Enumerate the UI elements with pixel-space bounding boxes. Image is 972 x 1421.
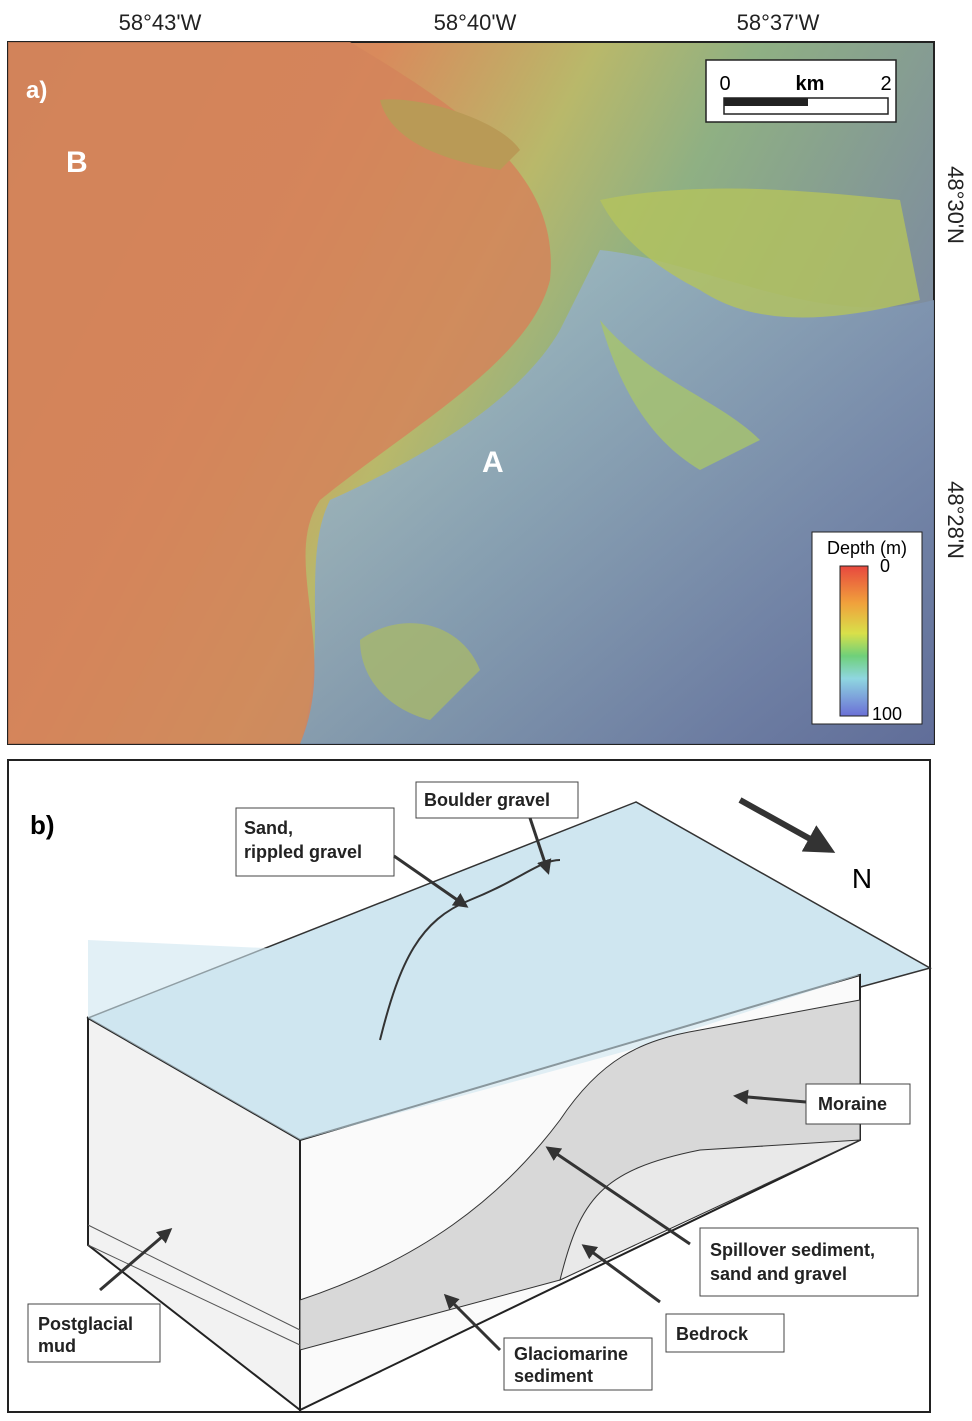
site-label: B	[66, 146, 88, 179]
scale-start: 0	[719, 73, 730, 95]
panel-label: a)	[26, 77, 47, 104]
callout-text: rippled gravel	[244, 842, 362, 862]
longitude-label: 58°37'W	[737, 10, 820, 35]
latitude-label: 48°30'N	[943, 166, 968, 244]
callout-text: Postglacial	[38, 1314, 133, 1334]
scale-segment	[724, 98, 808, 106]
callout-text: Boulder gravel	[424, 790, 550, 810]
callout-text: Moraine	[818, 1094, 887, 1114]
callout-box	[700, 1228, 918, 1296]
color-bar	[840, 566, 868, 716]
callout-text: sand and gravel	[710, 1264, 847, 1284]
scale-unit: km	[796, 73, 825, 95]
legend-min: 0	[880, 556, 890, 576]
legend-max: 100	[872, 704, 902, 724]
callout-text: sediment	[514, 1366, 593, 1386]
scale-end: 2	[880, 73, 891, 95]
figure: a) B A 58°43'W 58°40'W 58°37'W 48°30'N 4…	[0, 0, 972, 1416]
longitude-label: 58°40'W	[434, 10, 517, 35]
panel-label: b)	[30, 810, 55, 840]
callout-text: mud	[38, 1336, 76, 1356]
north-label: N	[852, 863, 872, 894]
longitude-label: 58°43'W	[119, 10, 202, 35]
site-label: A	[482, 446, 504, 479]
callout-text: Bedrock	[676, 1324, 749, 1344]
diagram-panel: b) N Boulder gravel Sand, rippled gravel…	[8, 760, 930, 1412]
latitude-label: 48°28'N	[943, 481, 968, 559]
depth-legend: Depth (m) 0 100	[812, 532, 922, 724]
legend-title: Depth (m)	[827, 538, 907, 558]
callout-text: Spillover sediment,	[710, 1240, 875, 1260]
callout-text: Glaciomarine	[514, 1344, 628, 1364]
map-panel: a) B A 58°43'W 58°40'W 58°37'W 48°30'N 4…	[8, 10, 968, 744]
scale-bar: 0 km 2	[706, 60, 896, 122]
callout-text: Sand,	[244, 818, 293, 838]
